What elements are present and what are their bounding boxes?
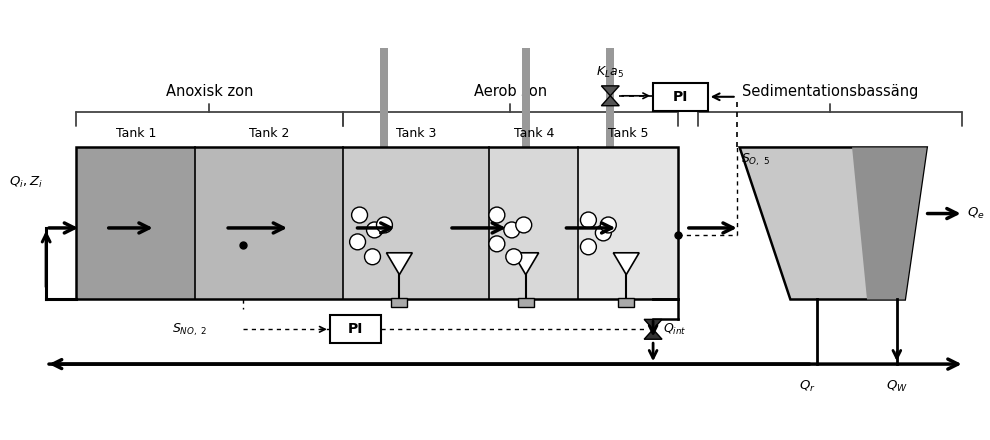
Bar: [195, 147, 343, 300]
Text: Sedimentationsbassäng: Sedimentationsbassäng: [742, 84, 918, 99]
Bar: [606, 48, 614, 147]
Bar: [578, 147, 678, 300]
Text: PI: PI: [672, 90, 688, 104]
Circle shape: [506, 249, 522, 265]
Bar: [518, 297, 534, 308]
Polygon shape: [601, 86, 620, 96]
Text: $Q_i, Z_i$: $Q_i, Z_i$: [9, 175, 44, 190]
Bar: [522, 48, 530, 147]
Text: $K_La_5$: $K_La_5$: [596, 65, 625, 80]
Text: $Q_r$: $Q_r$: [799, 379, 816, 394]
Bar: [330, 315, 381, 343]
Text: $S_{O,\ 5}$: $S_{O,\ 5}$: [741, 151, 769, 168]
Bar: [380, 48, 388, 147]
Circle shape: [366, 222, 382, 238]
Polygon shape: [601, 96, 620, 106]
Circle shape: [580, 239, 596, 255]
Text: Tank 4: Tank 4: [514, 127, 553, 139]
Polygon shape: [740, 147, 927, 300]
Polygon shape: [644, 319, 662, 329]
Bar: [391, 297, 407, 308]
Circle shape: [516, 217, 532, 233]
Text: $S_{NO,\ 2}$: $S_{NO,\ 2}$: [172, 321, 207, 337]
Polygon shape: [852, 147, 927, 300]
Polygon shape: [644, 329, 662, 339]
Circle shape: [580, 212, 596, 228]
Circle shape: [351, 207, 367, 223]
Polygon shape: [386, 253, 412, 275]
Text: $Q_e$: $Q_e$: [966, 206, 984, 221]
Bar: [619, 297, 635, 308]
Text: $Q_W$: $Q_W$: [886, 379, 908, 394]
Text: PI: PI: [347, 323, 363, 336]
Circle shape: [600, 217, 617, 233]
Bar: [76, 147, 195, 300]
Circle shape: [504, 222, 520, 238]
Polygon shape: [613, 253, 640, 275]
Text: Tank 3: Tank 3: [396, 127, 436, 139]
Text: Aerob zon: Aerob zon: [474, 84, 546, 99]
Polygon shape: [513, 253, 539, 275]
Text: $Q_{int}$: $Q_{int}$: [663, 322, 686, 337]
Circle shape: [364, 249, 380, 265]
Circle shape: [376, 217, 392, 233]
Text: Tank 1: Tank 1: [116, 127, 155, 139]
Text: Anoxisk zon: Anoxisk zon: [165, 84, 253, 99]
Bar: [489, 147, 578, 300]
Circle shape: [489, 236, 505, 252]
Circle shape: [489, 207, 505, 223]
Bar: [76, 147, 678, 300]
Bar: [343, 147, 489, 300]
Circle shape: [595, 225, 611, 241]
Circle shape: [349, 234, 365, 250]
Bar: [653, 83, 708, 111]
Text: Tank 2: Tank 2: [248, 127, 289, 139]
Text: Tank 5: Tank 5: [608, 127, 648, 139]
